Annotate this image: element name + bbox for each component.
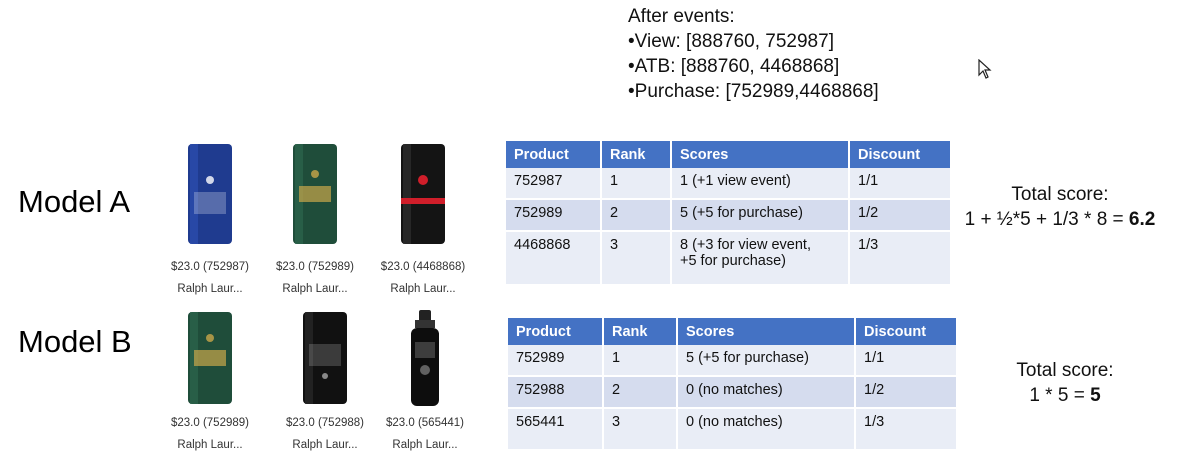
- model-a-score-table: Product Rank Scores Discount 752987 1 1 …: [506, 141, 952, 284]
- events-panel: After events: •View: [888760, 752987] •A…: [628, 4, 879, 104]
- cell-discount: 1/2: [849, 198, 952, 231]
- column-header-rank: Rank: [603, 318, 678, 345]
- product-price: $23.0 (752988): [285, 417, 364, 429]
- product-card[interactable]: $23.0 (752989) Ralph Laur...: [155, 303, 265, 451]
- model-b-total: Total score: 1 * 5 = 5: [990, 358, 1140, 408]
- purchase-events: •Purchase: [752989,4468868]: [628, 81, 879, 102]
- product-brand: Ralph Laur...: [390, 283, 456, 295]
- product-brand: Ralph Laur...: [282, 283, 348, 295]
- cell-product: 752987: [506, 168, 602, 199]
- cell-rank: 3: [601, 230, 672, 284]
- product-card[interactable]: $23.0 (752987) Ralph Laur...: [155, 139, 265, 295]
- table-row: 752989 2 5 (+5 for purchase) 1/2: [506, 198, 952, 231]
- model-a-total: Total score: 1 + ½*5 + 1/3 * 8 = 6.2: [945, 182, 1175, 232]
- product-price: $23.0 (4468868): [380, 261, 466, 273]
- product-brand: Ralph Laur...: [292, 439, 358, 451]
- model-b-score-table: Product Rank Scores Discount 752989 1 5 …: [508, 318, 958, 449]
- table-row: 565441 3 0 (no matches) 1/3: [508, 407, 958, 449]
- mouse-cursor-icon: [978, 59, 992, 79]
- cell-rank: 1: [601, 168, 672, 199]
- product-price: $23.0 (565441): [385, 417, 464, 429]
- product-brand: Ralph Laur...: [392, 439, 458, 451]
- cell-product: 565441: [508, 407, 604, 449]
- product-card[interactable]: $23.0 (752988) Ralph Laur...: [270, 303, 380, 451]
- total-result: 5: [1090, 385, 1101, 406]
- blue-deodorant-stick-icon: [188, 144, 232, 244]
- black-deodorant-stick-icon: [303, 312, 347, 404]
- product-brand: Ralph Laur...: [177, 283, 243, 295]
- cell-rank: 3: [603, 407, 678, 449]
- events-title: After events:: [628, 6, 735, 27]
- formula-text: 1 + ½*5 + 1/3 * 8 =: [964, 209, 1129, 230]
- column-header-rank: Rank: [601, 141, 672, 168]
- column-header-product: Product: [506, 141, 602, 168]
- cell-scores-line2: +5 for purchase): [680, 253, 786, 269]
- cell-product: 4468868: [506, 230, 602, 284]
- product-price: $23.0 (752989): [170, 417, 249, 429]
- cell-scores: 0 (no matches): [677, 375, 856, 408]
- column-header-scores: Scores: [671, 141, 850, 168]
- model-b-label: Model B: [18, 324, 132, 359]
- cell-discount: 1/1: [855, 345, 958, 376]
- total-result: 6.2: [1128, 209, 1156, 230]
- cell-scores: 5 (+5 for purchase): [671, 198, 850, 231]
- formula-text: 1 * 5 =: [1029, 385, 1091, 406]
- view-events: •View: [888760, 752987]: [628, 31, 834, 52]
- table-row: 752989 1 5 (+5 for purchase) 1/1: [508, 345, 958, 376]
- cell-discount: 1/3: [849, 230, 952, 284]
- product-price: $23.0 (752987): [170, 261, 249, 273]
- cell-rank: 2: [601, 198, 672, 231]
- product-brand: Ralph Laur...: [177, 439, 243, 451]
- cell-scores: 1 (+1 view event): [671, 168, 850, 199]
- product-card[interactable]: $23.0 (4468868) Ralph Laur...: [368, 139, 478, 295]
- cell-discount: 1/2: [855, 375, 958, 408]
- cell-discount: 1/3: [855, 407, 958, 449]
- cell-product: 752988: [508, 375, 604, 408]
- atb-events: •ATB: [888760, 4468868]: [628, 56, 840, 77]
- cell-scores: 5 (+5 for purchase): [677, 345, 856, 376]
- cell-scores: 0 (no matches): [677, 407, 856, 449]
- table-row: 752988 2 0 (no matches) 1/2: [508, 375, 958, 408]
- green-deodorant-stick-icon: [188, 312, 232, 404]
- cell-product: 752989: [506, 198, 602, 231]
- table-row: 752987 1 1 (+1 view event) 1/1: [506, 168, 952, 199]
- column-header-scores: Scores: [677, 318, 856, 345]
- total-label: Total score:: [1011, 184, 1109, 205]
- column-header-product: Product: [508, 318, 604, 345]
- green-deodorant-stick-icon: [293, 144, 337, 244]
- product-card[interactable]: $23.0 (752989) Ralph Laur...: [260, 139, 370, 295]
- cell-scores: 8 (+3 for view event, +5 for purchase): [671, 230, 850, 284]
- column-header-discount: Discount: [849, 141, 952, 168]
- cell-rank: 2: [603, 375, 678, 408]
- product-card[interactable]: $23.0 (565441) Ralph Laur...: [370, 303, 480, 451]
- cell-scores-line1: 8 (+3 for view event,: [680, 237, 811, 253]
- cell-discount: 1/1: [849, 168, 952, 199]
- total-formula: 1 * 5 = 5: [990, 383, 1140, 408]
- cell-product: 752989: [508, 345, 604, 376]
- product-price: $23.0 (752989): [275, 261, 354, 273]
- table-row: 4468868 3 8 (+3 for view event, +5 for p…: [506, 230, 952, 284]
- body-spray-icon: [411, 310, 439, 406]
- cell-rank: 1: [603, 345, 678, 376]
- column-header-discount: Discount: [855, 318, 958, 345]
- model-a-label: Model A: [18, 184, 131, 219]
- black-red-deodorant-stick-icon: [401, 144, 445, 244]
- total-label: Total score:: [1016, 360, 1114, 381]
- total-formula: 1 + ½*5 + 1/3 * 8 = 6.2: [945, 207, 1175, 232]
